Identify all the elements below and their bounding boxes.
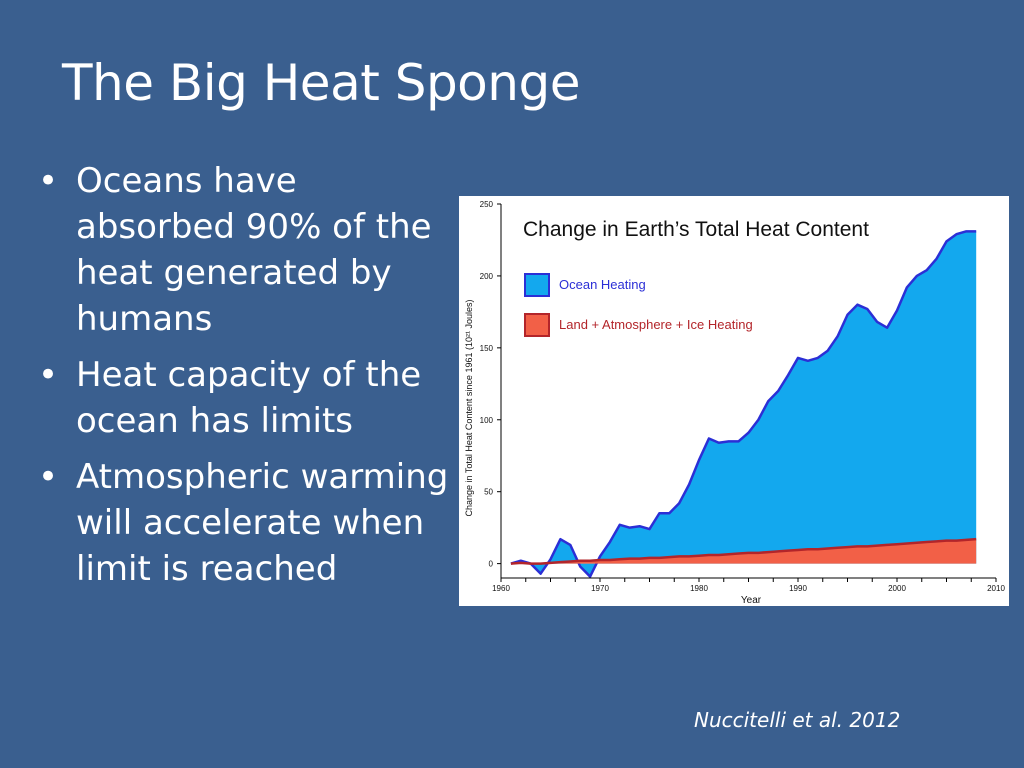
y-tick-label: 150 [480, 344, 494, 353]
plot-areas [510, 230, 977, 578]
y-tick-label: 100 [480, 416, 494, 425]
bullet-list: Oceans have absorbed 90% of the heat gen… [36, 158, 456, 602]
bullet-item: Atmospheric warming will accelerate when… [36, 454, 456, 592]
x-tick-label: 2010 [987, 584, 1005, 593]
slide-title: The Big Heat Sponge [62, 54, 580, 112]
y-tick-label: 200 [480, 272, 494, 281]
y-tick-label: 250 [480, 200, 494, 209]
legend-swatch [524, 313, 550, 337]
bullet-item: Oceans have absorbed 90% of the heat gen… [36, 158, 456, 342]
chart-legend: Ocean Heating Land + Atmosphere + Ice Hea… [524, 273, 753, 337]
x-tick-label: 1960 [492, 584, 510, 593]
chart-title: Change in Earth’s Total Heat Content [523, 218, 869, 241]
y-axis-label: Change in Total Heat Content since 1961 … [464, 300, 474, 517]
x-tick-label: 2000 [888, 584, 906, 593]
x-axis-label: Year [741, 595, 762, 606]
series-area-1 [510, 539, 977, 564]
series-line-1 [510, 537, 977, 565]
series-line-0 [510, 230, 977, 578]
x-tick-label: 1980 [690, 584, 708, 593]
y-tick-label: 50 [484, 488, 493, 497]
bullet-item: Heat capacity of the ocean has limits [36, 352, 456, 444]
citation: Nuccitelli et al. 2012 [694, 708, 901, 732]
series-area-0 [510, 231, 977, 577]
legend-label: Land + Atmosphere + Ice Heating [559, 317, 753, 332]
x-tick-label: 1990 [789, 584, 807, 593]
x-tick-label: 1970 [591, 584, 609, 593]
legend-label: Ocean Heating [559, 277, 646, 292]
y-tick-label: 0 [489, 560, 494, 569]
chart-figure: 0 50 100 150 200 250 1960 1970 1980 1990 2000 2010 … [459, 196, 1009, 606]
legend-swatch [524, 273, 550, 297]
axes: 0 50 100 150 200 250 1960 1970 1980 1990 2000 2010 [480, 200, 1006, 593]
